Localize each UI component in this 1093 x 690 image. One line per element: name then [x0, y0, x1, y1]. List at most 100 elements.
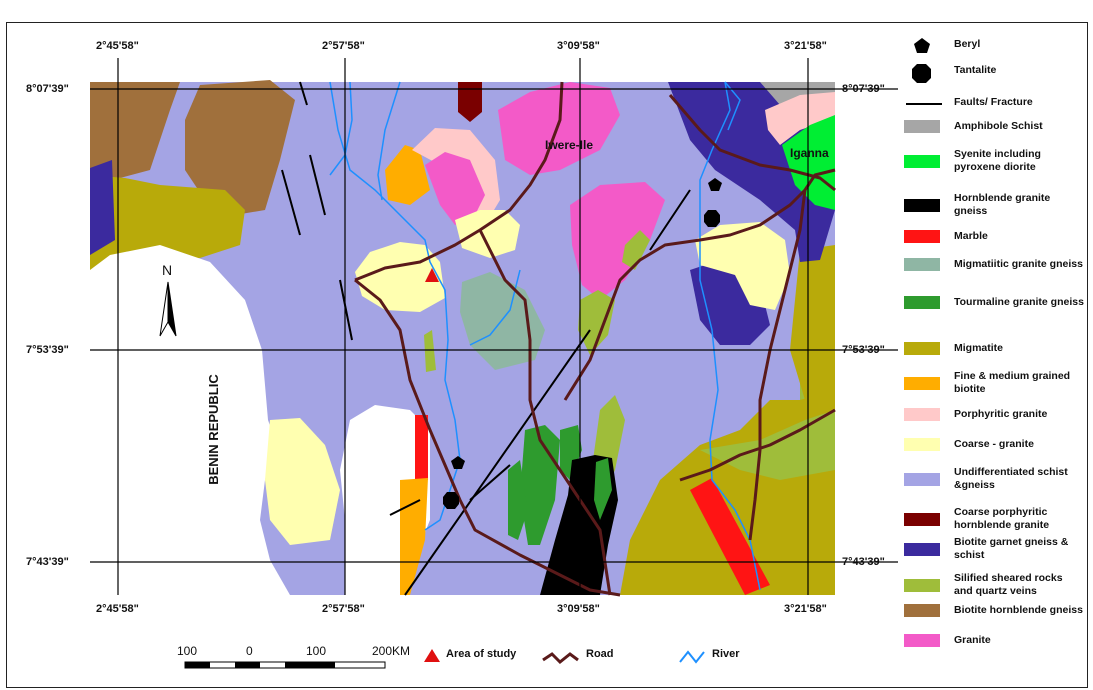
- coord-bottom-4: 3°21'58": [784, 603, 827, 615]
- tantalite-symbol-2: [443, 492, 459, 509]
- unit-fine-biotite-north: [385, 145, 430, 205]
- legend-item: Undifferentiated schist &gneiss: [904, 466, 1084, 492]
- coord-top-1: 2°45'58": [96, 40, 139, 52]
- legend-item: Coarse porphyritic hornblende granite: [904, 506, 1084, 532]
- fault-3: [309, 154, 326, 216]
- scale-bar: [184, 661, 386, 669]
- legend-swatch: [904, 472, 940, 486]
- north-label: N: [162, 262, 173, 278]
- scale-label-0: 0: [246, 644, 253, 658]
- coord-top-4: 3°21'58": [784, 40, 827, 52]
- unit-biotite-garnet-left: [90, 160, 115, 255]
- legend-item: Tantalite: [904, 64, 996, 77]
- road-5: [668, 94, 836, 192]
- legend-item: Syenite including pyroxene diorite: [904, 148, 1084, 174]
- fault-4: [339, 279, 353, 341]
- coord-left-1: 8°07'39": [26, 83, 69, 95]
- legend-swatch: [904, 342, 940, 355]
- river-legend-label: River: [712, 648, 740, 660]
- fault-5: [649, 189, 691, 251]
- legend-item: Coarse - granite: [904, 438, 1034, 451]
- unit-marble-east: [690, 478, 770, 595]
- unit-tourmaline-2: [560, 425, 582, 480]
- legend-item: Migmatiitic granite gneiss: [904, 258, 1083, 271]
- road-7: [679, 408, 836, 482]
- tantalite-symbol-1: [704, 210, 720, 227]
- scale-label-200km: 200KM: [372, 644, 411, 658]
- legend-item: Biotite garnet gneiss & schist: [904, 536, 1084, 562]
- unit-coarse-granite-e: [695, 222, 790, 310]
- place-iganna: Iganna: [790, 146, 829, 160]
- legend-item: Beryl: [904, 38, 980, 51]
- river-1: [329, 81, 461, 531]
- north-arrow: [159, 281, 177, 337]
- white-region-benin: [90, 245, 290, 595]
- legend-item: Faults/ Fracture: [904, 96, 1033, 109]
- legend-label: Granite: [954, 634, 991, 646]
- fault-7: [389, 499, 421, 516]
- legend-label: Faults/ Fracture: [954, 96, 1033, 108]
- unit-silified-1: [578, 290, 615, 355]
- legend-item: Marble: [904, 230, 988, 243]
- unit-amphibole-schist: [760, 82, 835, 105]
- legend-swatch: [904, 258, 940, 271]
- legend-label: Coarse porphyritic hornblende granite: [954, 506, 1050, 531]
- scale-label-100-right: 100: [306, 644, 327, 658]
- coordinate-grid: [90, 58, 898, 595]
- study-legend-icon: [424, 649, 440, 662]
- legend-swatch: [904, 64, 940, 77]
- place-iwere-ile: Iwere-Ile: [545, 138, 594, 152]
- legend-label: Fine & medium grained biotite: [954, 370, 1071, 395]
- legend-swatch: [904, 230, 940, 243]
- unit-migmatite-e: [790, 245, 835, 400]
- place-benin-republic: BENIN REPUBLIC: [205, 374, 221, 485]
- legend-swatch: [904, 438, 940, 451]
- legend-label: Coarse - granite: [954, 438, 1034, 450]
- coord-bottom-2: 2°57'58": [322, 603, 365, 615]
- coord-top-2: 2°57'58": [322, 40, 365, 52]
- legend-item: Tourmaline granite gneiss: [904, 296, 1084, 309]
- legend-label: Silified sheared rocks and quartz veins: [954, 572, 1063, 597]
- study-area-marker: [425, 268, 439, 282]
- legend-item: Granite: [904, 634, 991, 647]
- unit-silified-2: [622, 230, 650, 270]
- legend-label: Migmatite: [954, 342, 1004, 354]
- legend-item: Amphibole Schist: [904, 120, 1043, 133]
- legend-swatch: [904, 154, 940, 168]
- legend-label: Amphibole Schist: [954, 120, 1043, 132]
- unit-porphyritic-ne: [765, 92, 835, 145]
- tantalite-legend-icon: [912, 64, 931, 83]
- unit-granite-iwere: [498, 82, 620, 175]
- unit-granite-central: [570, 182, 665, 300]
- fault-2: [281, 169, 301, 236]
- legend-swatch: [904, 512, 940, 526]
- legend-label: Syenite including pyroxene diorite: [954, 148, 1041, 173]
- fault-1: [299, 81, 308, 106]
- legend-item: Hornblende granite gneiss: [904, 192, 1084, 218]
- legend-label: Tantalite: [954, 64, 997, 76]
- legend-swatch: [904, 96, 940, 109]
- unit-tourmaline-in-black: [594, 458, 612, 520]
- road-2: [354, 81, 564, 282]
- legend-swatch: [904, 376, 940, 390]
- beryl-symbol-1: [708, 178, 722, 191]
- beryl-legend-icon: [914, 38, 930, 53]
- legend-swatch: [904, 578, 940, 592]
- legend-swatch: [904, 296, 940, 309]
- legend-swatch: [904, 542, 940, 556]
- river-2: [377, 81, 401, 201]
- legend-swatch: [904, 120, 940, 133]
- legend-swatch: [904, 408, 940, 421]
- unit-granite-north: [425, 152, 485, 225]
- faults: [281, 81, 691, 596]
- legend-label: Biotite garnet gneiss & schist: [954, 536, 1069, 561]
- coord-right-1: 8°07'39": [842, 83, 885, 95]
- river-3: [329, 81, 353, 176]
- road-legend-icon: [542, 652, 579, 665]
- coord-left-2: 7°53'39": [26, 344, 69, 356]
- legend-item: Fine & medium grained biotite: [904, 370, 1084, 396]
- fault-6: [469, 464, 511, 501]
- coord-bottom-3: 3°09'58": [557, 603, 600, 615]
- unit-migmatite-left: [90, 175, 245, 275]
